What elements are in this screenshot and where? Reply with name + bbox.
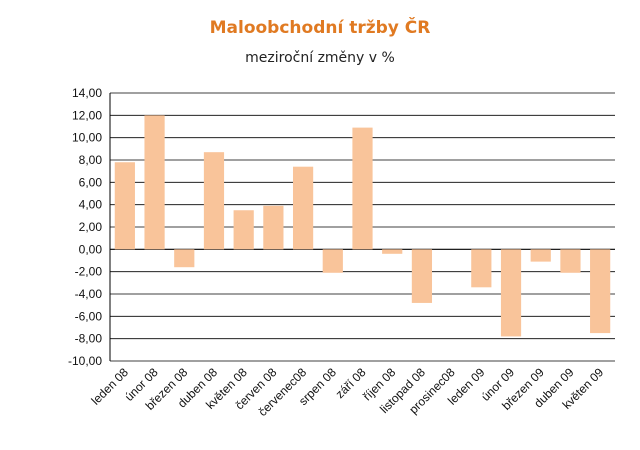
bar (471, 249, 492, 288)
y-tick-label: -8,00 (75, 332, 103, 346)
bar (174, 249, 195, 268)
y-tick-label: -10,00 (68, 354, 102, 368)
chart-title: Maloobchodní tržby ČR (209, 18, 431, 38)
y-tick-label: -6,00 (75, 309, 103, 323)
y-tick-label: 2,00 (79, 220, 103, 234)
bar (203, 152, 225, 250)
bar (530, 249, 551, 262)
bar (322, 249, 343, 273)
y-tick-label: 8,00 (79, 153, 103, 167)
bar (292, 166, 314, 250)
bar (114, 162, 135, 250)
y-tick-label: 12,00 (72, 108, 102, 122)
chart-subtitle: meziroční změny v % (245, 50, 395, 66)
y-tick-label: -4,00 (75, 287, 103, 301)
bar (144, 115, 165, 250)
y-tick-label: 10,00 (72, 131, 102, 145)
bar (411, 249, 433, 303)
bar (352, 127, 373, 250)
bar (560, 249, 581, 273)
y-tick-label: 4,00 (79, 198, 103, 212)
y-tick-label: 6,00 (79, 175, 103, 189)
bar (233, 210, 254, 250)
x-tick-label: leden 08 (89, 365, 132, 408)
bar (590, 249, 611, 334)
y-tick-label: 0,00 (79, 242, 103, 256)
y-tick-label: -2,00 (75, 265, 103, 279)
bar (382, 249, 403, 254)
bar (500, 249, 522, 337)
bar (263, 205, 284, 250)
y-tick-label: 14,00 (72, 86, 102, 100)
